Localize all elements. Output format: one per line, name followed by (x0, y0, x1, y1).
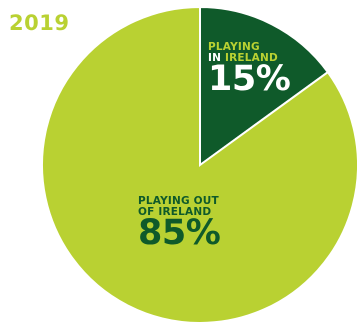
slice-label-ireland-highlight: IRELAND (224, 51, 278, 64)
slice-playing-out-of-ireland (41, 5, 357, 322)
slice-label-out-line2: OF IRELAND (138, 205, 212, 218)
slice-value-ireland: 15% (208, 59, 291, 99)
slice-playing-in-ireland (199, 5, 330, 167)
slice-label-ireland: PLAYING IN IRELAND 15% (208, 41, 291, 99)
slice-label-ireland-line2: IN IRELAND (208, 51, 290, 64)
slice-label-ireland-line1: PLAYING (208, 41, 260, 53)
slice-value-out-of-ireland: 85% (138, 213, 221, 253)
slice-label-out-of-ireland: PLAYING OUT OF IRELAND 85% (138, 195, 221, 253)
slice-label-ireland-prefix: IN (208, 51, 222, 64)
chart-title: 2019 (9, 11, 70, 35)
slice-label-out-line1: PLAYING OUT (138, 195, 219, 207)
